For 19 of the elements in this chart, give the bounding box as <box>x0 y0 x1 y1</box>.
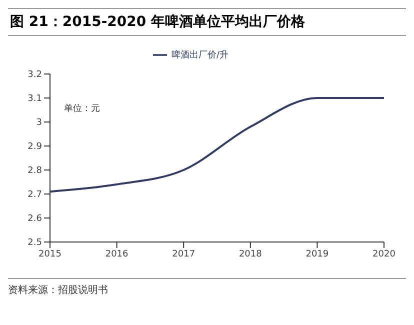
legend-label: 啤酒出厂价/升 <box>171 50 229 60</box>
x-tick-label: 2019 <box>306 249 329 260</box>
x-tick-label: 2016 <box>105 249 129 260</box>
y-tick-label: 3.2 <box>28 70 42 80</box>
y-tick-label: 2.6 <box>28 214 42 224</box>
x-tick-label: 2015 <box>38 249 62 260</box>
x-tick-label: 2020 <box>372 249 396 260</box>
chart-title: 图 21：2015-2020 年啤酒单位平均出厂价格 <box>8 8 406 36</box>
x-tick-label: 2017 <box>172 249 196 260</box>
x-tick-label: 2018 <box>238 249 262 260</box>
y-tick-label: 3 <box>36 118 42 128</box>
y-tick-label: 3.1 <box>28 94 42 104</box>
y-tick-label: 2.7 <box>28 190 42 200</box>
annotation: 单位：元 <box>64 102 100 115</box>
y-tick-label: 2.5 <box>28 238 42 248</box>
text: 资料来源：招股说明书 <box>8 284 109 297</box>
y-tick-label: 2.9 <box>28 142 42 152</box>
y-tick-label: 2.8 <box>28 166 42 176</box>
line-series <box>49 97 385 193</box>
